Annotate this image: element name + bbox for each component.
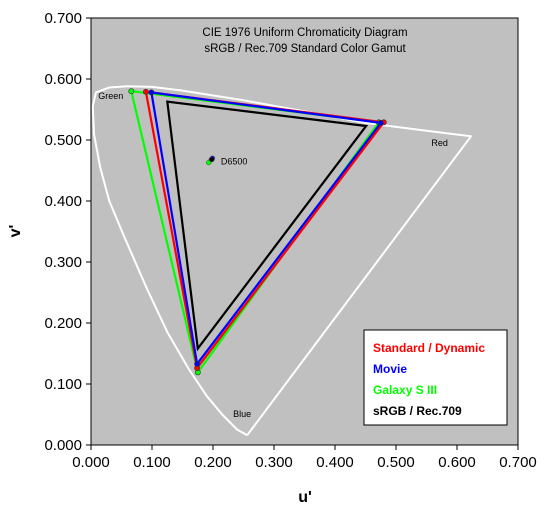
white-point-srgb-rec-709	[209, 156, 215, 163]
y-tick-label: 0.500	[44, 132, 82, 149]
x-tick-label: 0.300	[255, 454, 293, 471]
y-tick-label: 0.400	[44, 193, 82, 210]
y-tick-label: 0.300	[44, 254, 82, 271]
x-axis-label: u'	[298, 489, 312, 506]
legend: Standard / Dynamic Movie Galaxy S III sRGB …	[363, 329, 508, 426]
primary-point-standard-dynamic-1	[142, 88, 149, 95]
y-axis-label: v'	[7, 225, 24, 238]
primary-point-movie-0	[377, 120, 384, 126]
region-label-blue: Blue	[233, 409, 251, 419]
white-point-galaxy-s-iii	[206, 159, 212, 166]
y-tick-label: 0.200	[44, 315, 82, 332]
y-axis: 0.000 0.100 0.200 0.300 0.400 0.500 0.600 0.700	[44, 10, 91, 454]
x-tick-label: 0.000	[72, 454, 110, 471]
x-tick-label: 0.400	[316, 454, 354, 471]
x-tick-label: 0.500	[377, 454, 415, 471]
gamut-triangle-srgb-rec-709	[166, 100, 369, 352]
region-label-d6500: D6500	[221, 156, 248, 166]
region-label-green: Green	[98, 91, 123, 101]
y-tick-label: 0.100	[44, 376, 82, 393]
primary-point-movie-1	[148, 89, 155, 96]
x-tick-label: 0.100	[133, 454, 171, 471]
legend-item-galaxy-s-iii: Galaxy S III	[373, 383, 437, 397]
x-tick-label: 0.600	[438, 454, 476, 471]
legend-box	[363, 329, 508, 426]
region-label-red: Red	[431, 138, 448, 148]
legend-item-srgb-rec-709: sRGB / Rec.709	[373, 404, 462, 418]
chart-subtitle: sRGB / Rec.709 Standard Color Gamut	[204, 43, 406, 55]
white-points	[206, 155, 216, 166]
chart-title: CIE 1976 Uniform Chromaticity Diagram	[202, 27, 407, 39]
legend-item-standard-dynamic: Standard / Dynamic	[373, 341, 485, 355]
x-tick-label: 0.200	[194, 454, 232, 471]
region-labels: Green Red Blue D6500	[98, 91, 448, 419]
gamut-triangles	[128, 88, 387, 376]
primary-point-movie-2	[194, 360, 200, 367]
x-tick-label: 0.700	[499, 454, 537, 471]
y-tick-label: 0.000	[44, 437, 82, 454]
gamut-triangle-movie	[150, 91, 383, 367]
legend-item-movie: Movie	[373, 362, 407, 376]
primary-point-galaxy-s-iii-1	[128, 88, 135, 95]
y-tick-label: 0.700	[44, 10, 82, 27]
y-tick-label: 0.600	[44, 71, 82, 88]
x-axis: 0.000 0.100 0.200 0.300 0.400 0.500 0.600 0.700	[72, 445, 537, 471]
